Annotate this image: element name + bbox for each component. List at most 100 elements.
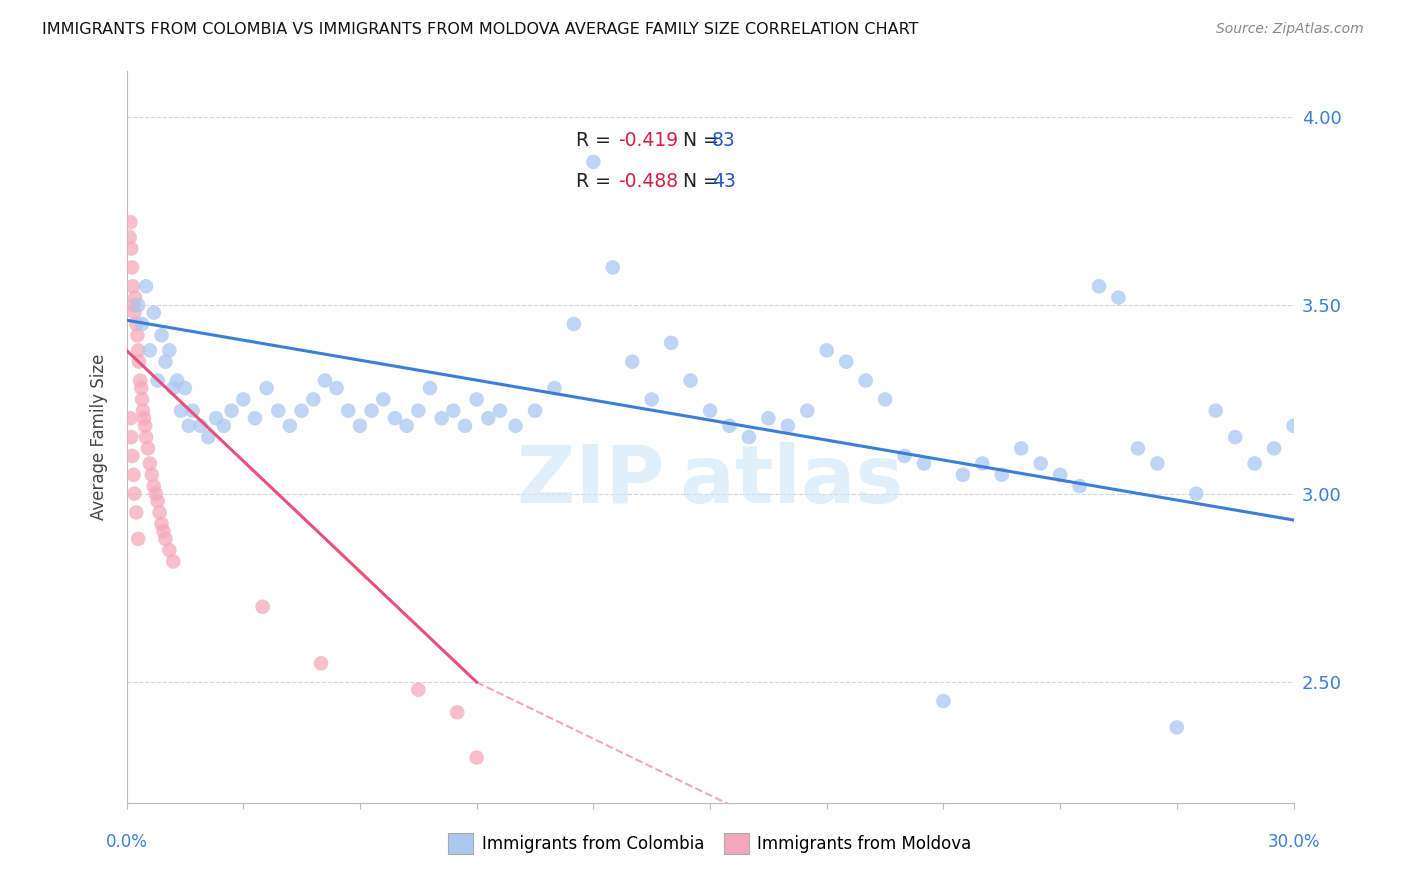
Point	[145, 486, 167, 500]
Point	[155, 532, 177, 546]
Point	[419, 381, 441, 395]
Text: -0.419: -0.419	[617, 131, 678, 150]
Point	[465, 750, 488, 764]
Point	[562, 317, 585, 331]
Point	[659, 335, 682, 350]
Point	[267, 403, 290, 417]
Point	[212, 418, 235, 433]
Point	[1049, 467, 1071, 482]
Point	[152, 524, 174, 539]
Point	[1108, 291, 1130, 305]
Point	[1010, 442, 1032, 456]
Point	[149, 506, 172, 520]
Point	[122, 467, 145, 482]
Point	[132, 411, 155, 425]
Point	[221, 403, 243, 417]
Point	[135, 430, 157, 444]
Point	[132, 403, 155, 417]
Point	[122, 298, 145, 312]
Point	[1185, 486, 1208, 500]
Point	[1263, 442, 1285, 456]
Text: IMMIGRANTS FROM COLOMBIA VS IMMIGRANTS FROM MOLDOVA AVERAGE FAMILY SIZE CORRELAT: IMMIGRANTS FROM COLOMBIA VS IMMIGRANTS F…	[42, 22, 918, 37]
Point	[932, 694, 955, 708]
Point	[131, 392, 153, 407]
Point	[454, 418, 477, 433]
Point	[302, 392, 325, 407]
Point	[127, 328, 149, 343]
Point	[146, 374, 169, 388]
Point	[489, 403, 512, 417]
Point	[446, 706, 468, 720]
Point	[256, 381, 278, 395]
Point	[1126, 442, 1149, 456]
Point	[190, 418, 212, 433]
Point	[141, 467, 163, 482]
Point	[155, 354, 177, 368]
Point	[136, 442, 159, 456]
Text: 30.0%: 30.0%	[1267, 833, 1320, 851]
Point	[125, 506, 148, 520]
Point	[120, 411, 142, 425]
Point	[120, 242, 142, 256]
Point	[124, 486, 146, 500]
Point	[150, 516, 173, 531]
Point	[912, 457, 935, 471]
Point	[129, 374, 152, 388]
Point	[157, 343, 180, 358]
Point	[972, 457, 994, 471]
Point	[197, 430, 219, 444]
Point	[543, 381, 565, 395]
Point	[181, 403, 204, 417]
Point	[990, 467, 1012, 482]
Point	[131, 381, 153, 395]
Point	[505, 418, 527, 433]
Point	[815, 343, 838, 358]
Point	[120, 430, 142, 444]
Point	[893, 449, 915, 463]
Point	[124, 306, 146, 320]
Point	[1166, 720, 1188, 734]
Point	[1088, 279, 1111, 293]
Point	[1146, 457, 1168, 471]
Point	[602, 260, 624, 275]
Point	[121, 279, 143, 293]
Point	[205, 411, 228, 425]
Point	[309, 657, 332, 671]
Point	[128, 354, 150, 368]
Point	[252, 599, 274, 614]
Point	[120, 215, 142, 229]
Point	[142, 479, 165, 493]
Point	[373, 392, 395, 407]
Point	[127, 298, 149, 312]
Point	[121, 449, 143, 463]
Point	[139, 343, 162, 358]
Point	[290, 403, 312, 417]
Point	[679, 374, 702, 388]
Point	[174, 381, 197, 395]
Point	[408, 682, 430, 697]
Text: N =: N =	[671, 131, 725, 150]
Point	[134, 418, 156, 433]
Text: R =: R =	[575, 131, 616, 150]
Point	[232, 392, 254, 407]
Point	[131, 317, 153, 331]
Text: Source: ZipAtlas.com: Source: ZipAtlas.com	[1216, 22, 1364, 37]
Point	[118, 230, 141, 244]
Point	[1282, 418, 1305, 433]
Point	[1069, 479, 1091, 493]
Point	[162, 381, 184, 395]
Point	[796, 403, 818, 417]
Point	[441, 403, 464, 417]
Point	[1243, 457, 1265, 471]
Point	[430, 411, 453, 425]
Point	[395, 418, 418, 433]
Point	[162, 554, 184, 568]
Point	[314, 374, 336, 388]
Text: 83: 83	[711, 131, 735, 150]
Point	[243, 411, 266, 425]
Point	[699, 403, 721, 417]
Text: -0.488: -0.488	[617, 171, 678, 191]
Point	[384, 411, 406, 425]
Point	[142, 306, 165, 320]
Point	[1223, 430, 1246, 444]
